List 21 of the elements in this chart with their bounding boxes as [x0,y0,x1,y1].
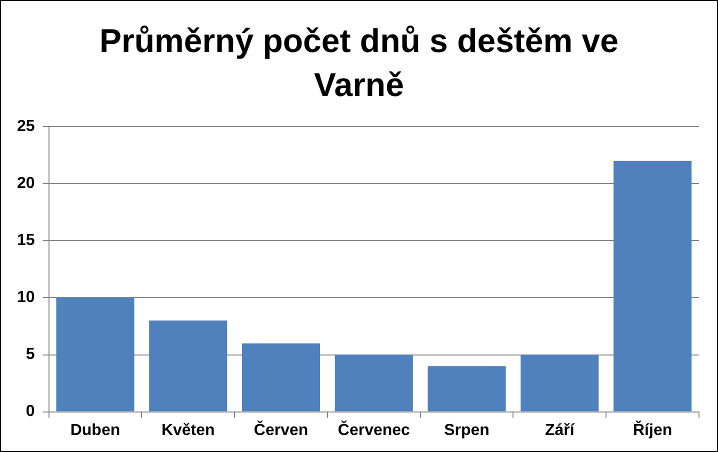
bar [520,354,599,412]
bar [242,343,320,412]
bar [428,366,506,412]
y-tick-label: 25 [17,118,35,136]
bar [334,354,413,412]
chart-title: Průměrný počet dnů s deštěm ve Varně [98,21,620,105]
x-tick-label: Srpen [444,422,490,439]
x-tick-label: Červenec [338,420,410,439]
y-tick-label: 0 [26,403,35,420]
bar [149,320,228,412]
x-tick-label: Duben [70,422,120,439]
y-tick-label: 20 [17,175,35,192]
x-tick-label: Červen [254,420,308,439]
x-tick-label: Květen [161,422,215,439]
bar [56,298,134,412]
x-tick-label: Říjen [632,420,672,439]
bar [614,160,692,412]
y-tick-label: 15 [17,232,35,250]
x-tick-label: Září [545,422,575,439]
y-tick-label: 5 [26,346,35,364]
y-tick-label: 10 [17,289,35,306]
